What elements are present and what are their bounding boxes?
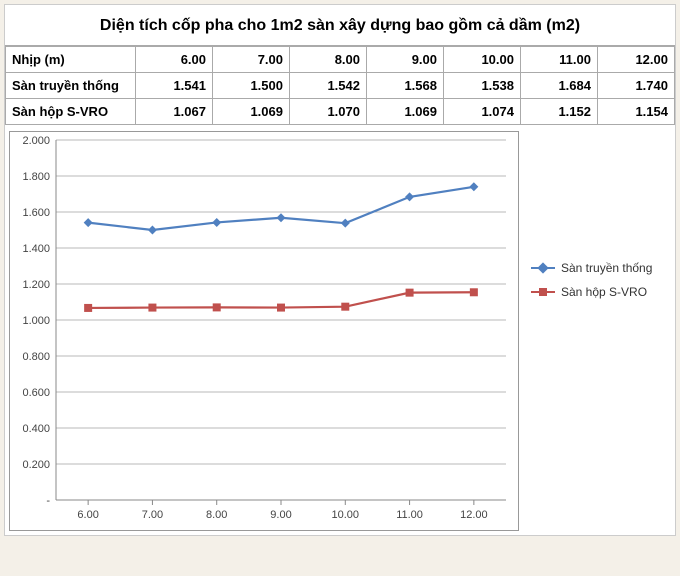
legend-label: Sàn truyền thống [561, 261, 652, 275]
row-label: Sàn truyền thống [6, 73, 136, 99]
cell: 10.00 [444, 47, 521, 73]
legend-marker-diamond [531, 267, 555, 269]
cell: 1.740 [598, 73, 675, 99]
cell: 1.568 [367, 73, 444, 99]
table-row: Sàn truyền thống 1.541 1.500 1.542 1.568… [6, 73, 675, 99]
cell: 8.00 [290, 47, 367, 73]
svg-text:1.600: 1.600 [22, 207, 50, 219]
cell: 12.00 [598, 47, 675, 73]
cell: 1.541 [136, 73, 213, 99]
cell: 1.152 [521, 99, 598, 125]
svg-text:1.000: 1.000 [22, 315, 50, 327]
cell: 1.500 [213, 73, 290, 99]
cell: 1.069 [367, 99, 444, 125]
svg-text:6.00: 6.00 [77, 509, 98, 521]
cell: 7.00 [213, 47, 290, 73]
cell: 1.067 [136, 99, 213, 125]
chart-legend: Sàn truyền thống Sàn hộp S-VRO [519, 131, 652, 309]
cell: 1.538 [444, 73, 521, 99]
page-title: Diện tích cốp pha cho 1m2 sàn xây dựng b… [5, 5, 675, 46]
row-label: Nhịp (m) [6, 47, 136, 73]
cell: 1.154 [598, 99, 675, 125]
data-table: Nhịp (m) 6.00 7.00 8.00 9.00 10.00 11.00… [5, 46, 675, 125]
svg-text:7.00: 7.00 [142, 509, 163, 521]
legend-marker-square [531, 291, 555, 293]
svg-text:0.400: 0.400 [22, 423, 50, 435]
svg-text:0.800: 0.800 [22, 351, 50, 363]
svg-text:0.200: 0.200 [22, 459, 50, 471]
table-row: Nhịp (m) 6.00 7.00 8.00 9.00 10.00 11.00… [6, 47, 675, 73]
row-label: Sàn hộp S-VRO [6, 99, 136, 125]
cell: 1.070 [290, 99, 367, 125]
legend-item: Sàn truyền thống [531, 261, 652, 275]
table-row: Sàn hộp S-VRO 1.067 1.069 1.070 1.069 1.… [6, 99, 675, 125]
legend-label: Sàn hộp S-VRO [561, 285, 647, 299]
cell: 1.074 [444, 99, 521, 125]
cell: 6.00 [136, 47, 213, 73]
svg-text:1.200: 1.200 [22, 279, 50, 291]
svg-text:1.400: 1.400 [22, 243, 50, 255]
chart-area: - 0.200 0.400 0.600 0.800 1.000 1.200 1.400 1.60… [5, 125, 675, 535]
svg-text:8.00: 8.00 [206, 509, 227, 521]
svg-text:11.00: 11.00 [396, 509, 423, 521]
svg-text:10.00: 10.00 [332, 509, 360, 521]
cell: 11.00 [521, 47, 598, 73]
line-chart: - 0.200 0.400 0.600 0.800 1.000 1.200 1.400 1.60… [9, 131, 519, 531]
cell: 1.069 [213, 99, 290, 125]
svg-text:0.600: 0.600 [22, 387, 50, 399]
svg-text:12.00: 12.00 [460, 509, 488, 521]
legend-item: Sàn hộp S-VRO [531, 285, 652, 299]
cell: 1.542 [290, 73, 367, 99]
svg-text:2.000: 2.000 [22, 135, 50, 147]
svg-text:1.800: 1.800 [22, 171, 50, 183]
svg-text:-: - [46, 495, 50, 507]
cell: 1.684 [521, 73, 598, 99]
cell: 9.00 [367, 47, 444, 73]
svg-text:9.00: 9.00 [270, 509, 291, 521]
worksheet: Diện tích cốp pha cho 1m2 sàn xây dựng b… [4, 4, 676, 536]
